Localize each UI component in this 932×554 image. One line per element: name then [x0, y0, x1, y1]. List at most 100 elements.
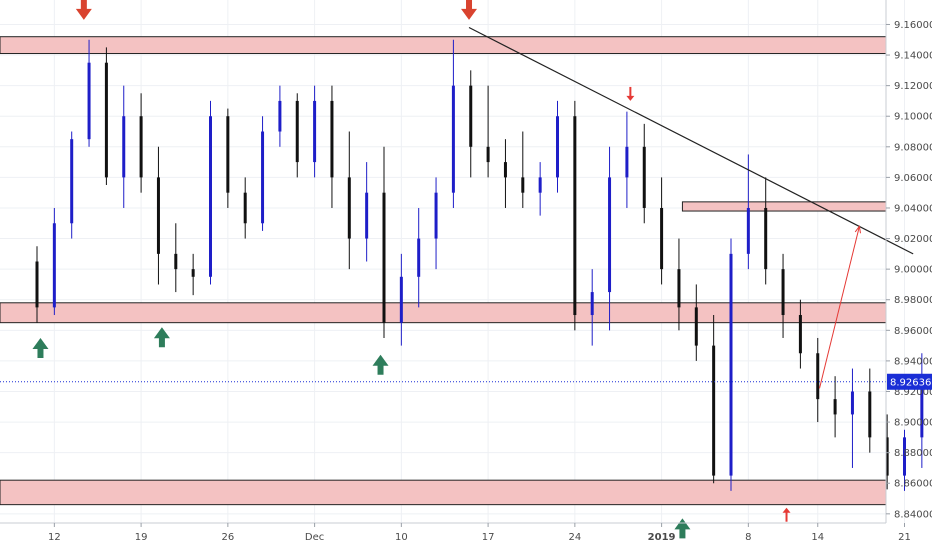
candle-body: [590, 292, 594, 316]
candle-body: [156, 177, 160, 254]
y-tick-label: 9.12000: [894, 81, 932, 92]
up-arrow-icon: [32, 337, 49, 358]
support-resistance-zone: [0, 479, 887, 506]
x-tick-label: 24: [568, 532, 581, 543]
candle-body: [365, 192, 369, 239]
zones-layer: [0, 36, 887, 506]
y-tick-label: 8.92000: [894, 387, 932, 398]
up-arrow-icon: [372, 354, 389, 375]
candle-body: [850, 391, 854, 415]
trendline: [468, 26, 914, 255]
candle-body: [486, 146, 490, 163]
candle-body: [261, 131, 265, 224]
candle-body: [642, 146, 646, 208]
candle-body: [538, 177, 542, 193]
small-down-arrow-head-icon: [626, 95, 635, 101]
candle-body: [35, 261, 39, 308]
candle-body: [903, 437, 906, 476]
y-tick-label: 8.84000: [894, 509, 932, 520]
candle-body: [451, 85, 455, 193]
candle-body: [104, 62, 108, 178]
y-tick-label: 8.94000: [894, 356, 932, 367]
candle-body: [677, 269, 681, 308]
candle-body: [330, 100, 334, 178]
candle-body: [573, 116, 577, 316]
x-tick-label: 12: [48, 532, 61, 543]
y-tick-label: 9.04000: [894, 203, 932, 214]
candle-body: [174, 253, 178, 270]
y-tick-label: 9.06000: [894, 173, 932, 184]
candle-body: [521, 177, 525, 193]
candle-body: [226, 116, 230, 193]
candle-body: [868, 391, 872, 438]
up-arrow-icon: [153, 327, 170, 348]
x-tick-label: 19: [135, 532, 148, 543]
y-tick-label: 9.14000: [894, 51, 932, 62]
y-tick-label: 8.86000: [894, 479, 932, 490]
projection-arrowhead: [854, 225, 861, 234]
candles-layer: [35, 39, 924, 491]
candle-body: [434, 192, 438, 239]
candle-body: [209, 116, 212, 277]
candle-body: [295, 100, 299, 163]
candle-body: [625, 146, 629, 178]
y-tick-label: 8.88000: [894, 448, 932, 459]
candle-body: [833, 399, 837, 415]
up-arrow-icon: [674, 518, 691, 539]
small-up-arrow-head-icon: [782, 507, 791, 513]
x-tick-label: Dec: [305, 532, 324, 543]
candle-body: [660, 207, 664, 270]
candle-body: [503, 162, 507, 178]
down-arrow-icon: [461, 0, 478, 20]
candle-body: [920, 376, 924, 438]
current-price-label: 8.92636: [890, 377, 931, 388]
candle-body: [243, 192, 247, 224]
projection-line: [818, 226, 860, 389]
x-tick-label: 21: [898, 532, 911, 543]
support-resistance-zone: [0, 36, 887, 55]
candle-body: [816, 353, 820, 400]
candle-body: [729, 253, 733, 476]
support-resistance-zone: [681, 201, 887, 212]
y-tick-label: 9.08000: [894, 142, 932, 153]
candle-body: [781, 269, 785, 316]
candle-body: [694, 307, 698, 346]
candle-body: [556, 116, 559, 178]
grid-layer: [0, 0, 905, 523]
candle-body: [313, 100, 317, 163]
arrows-layer: [32, 0, 791, 539]
x-tick-label: 8: [745, 532, 751, 543]
y-tick-label: 9.02000: [894, 234, 932, 245]
candle-body: [139, 116, 143, 178]
candle-body: [469, 85, 473, 147]
current-price-tag: [887, 373, 932, 390]
y-tick-label: 9.00000: [894, 265, 932, 276]
candle-body: [608, 177, 612, 293]
candle-body: [746, 207, 750, 254]
x-tick-label: 26: [221, 532, 234, 543]
candle-body: [191, 269, 195, 277]
candle-body: [417, 238, 421, 277]
candle-body: [399, 276, 403, 323]
candle-body: [87, 62, 91, 140]
annotation-lines-layer: [0, 26, 914, 389]
y-tick-label: 9.16000: [894, 20, 932, 31]
candle-body: [278, 100, 282, 132]
y-tick-label: 8.90000: [894, 418, 932, 429]
y-tick-label: 8.96000: [894, 326, 932, 337]
x-tick-label: 2019: [648, 532, 676, 543]
support-resistance-zone: [0, 302, 887, 324]
candle-body: [712, 345, 716, 476]
x-tick-label: 14: [811, 532, 824, 543]
candle-body: [764, 207, 768, 270]
x-tick-label: 10: [395, 532, 408, 543]
candle-body: [70, 139, 74, 224]
candle-body: [382, 192, 386, 323]
y-tick-label: 9.10000: [894, 112, 932, 123]
candle-body: [347, 177, 351, 239]
x-tick-label: 17: [482, 532, 495, 543]
candle-body: [122, 116, 126, 178]
